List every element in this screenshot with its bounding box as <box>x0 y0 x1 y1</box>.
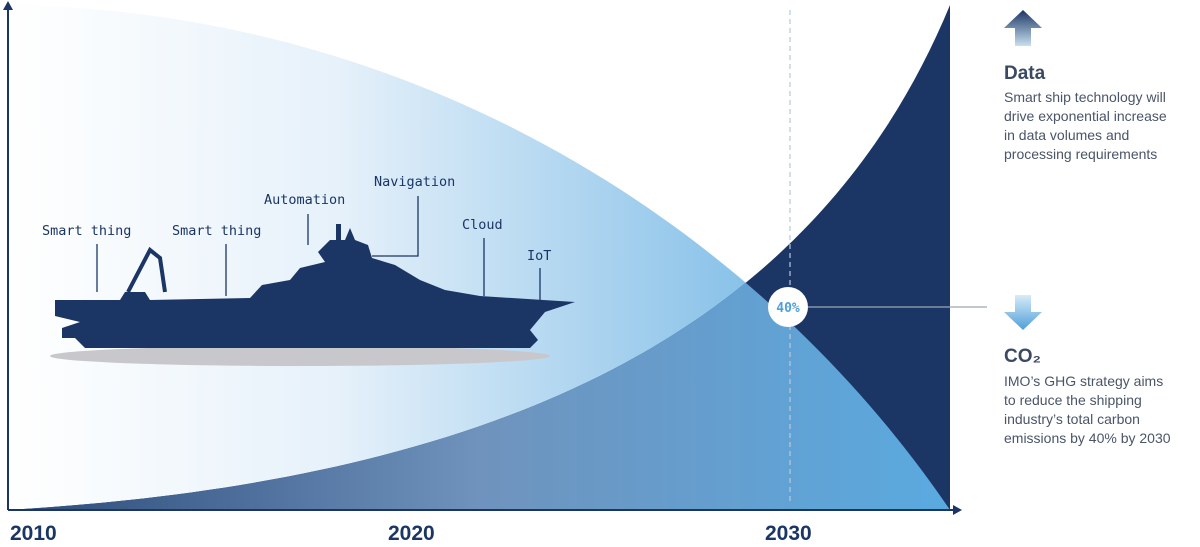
year-label: 2010 <box>10 522 57 545</box>
panel-text: processing requirements <box>1004 146 1157 162</box>
ship <box>50 224 575 366</box>
panel-text: industry’s total carbon <box>1004 411 1140 427</box>
marker-label: 40% <box>776 301 800 316</box>
ship-label: IoT <box>527 248 551 264</box>
ship-label: Smart thing <box>172 223 261 239</box>
ship-pointers <box>96 196 541 300</box>
panel-text: to reduce the shipping <box>1004 392 1142 408</box>
up-arrow <box>1004 10 1042 46</box>
ship-label: Smart thing <box>42 223 131 239</box>
year-label: 2020 <box>388 522 435 545</box>
panel-title: CO₂ <box>1004 346 1041 367</box>
panel-text: drive exponential increase <box>1004 108 1167 124</box>
ship-label: Navigation <box>374 174 455 190</box>
overlap-area <box>8 5 950 510</box>
panel-title: Data <box>1004 63 1046 84</box>
panel-text: in data volumes and <box>1004 127 1129 143</box>
panel-text: emissions by 40% by 2030 <box>1004 430 1171 446</box>
panel-text: Smart ship technology will <box>1004 89 1166 105</box>
axis-y-arrow <box>3 1 13 10</box>
axis-x-arrow <box>953 505 962 515</box>
down-arrow <box>1004 295 1042 330</box>
ship-label: Cloud <box>462 217 503 233</box>
panel-text: IMO’s GHG strategy aims <box>1004 373 1163 389</box>
ship-label: Automation <box>264 192 345 208</box>
year-label: 2030 <box>765 522 812 545</box>
marker-circle <box>768 287 808 327</box>
